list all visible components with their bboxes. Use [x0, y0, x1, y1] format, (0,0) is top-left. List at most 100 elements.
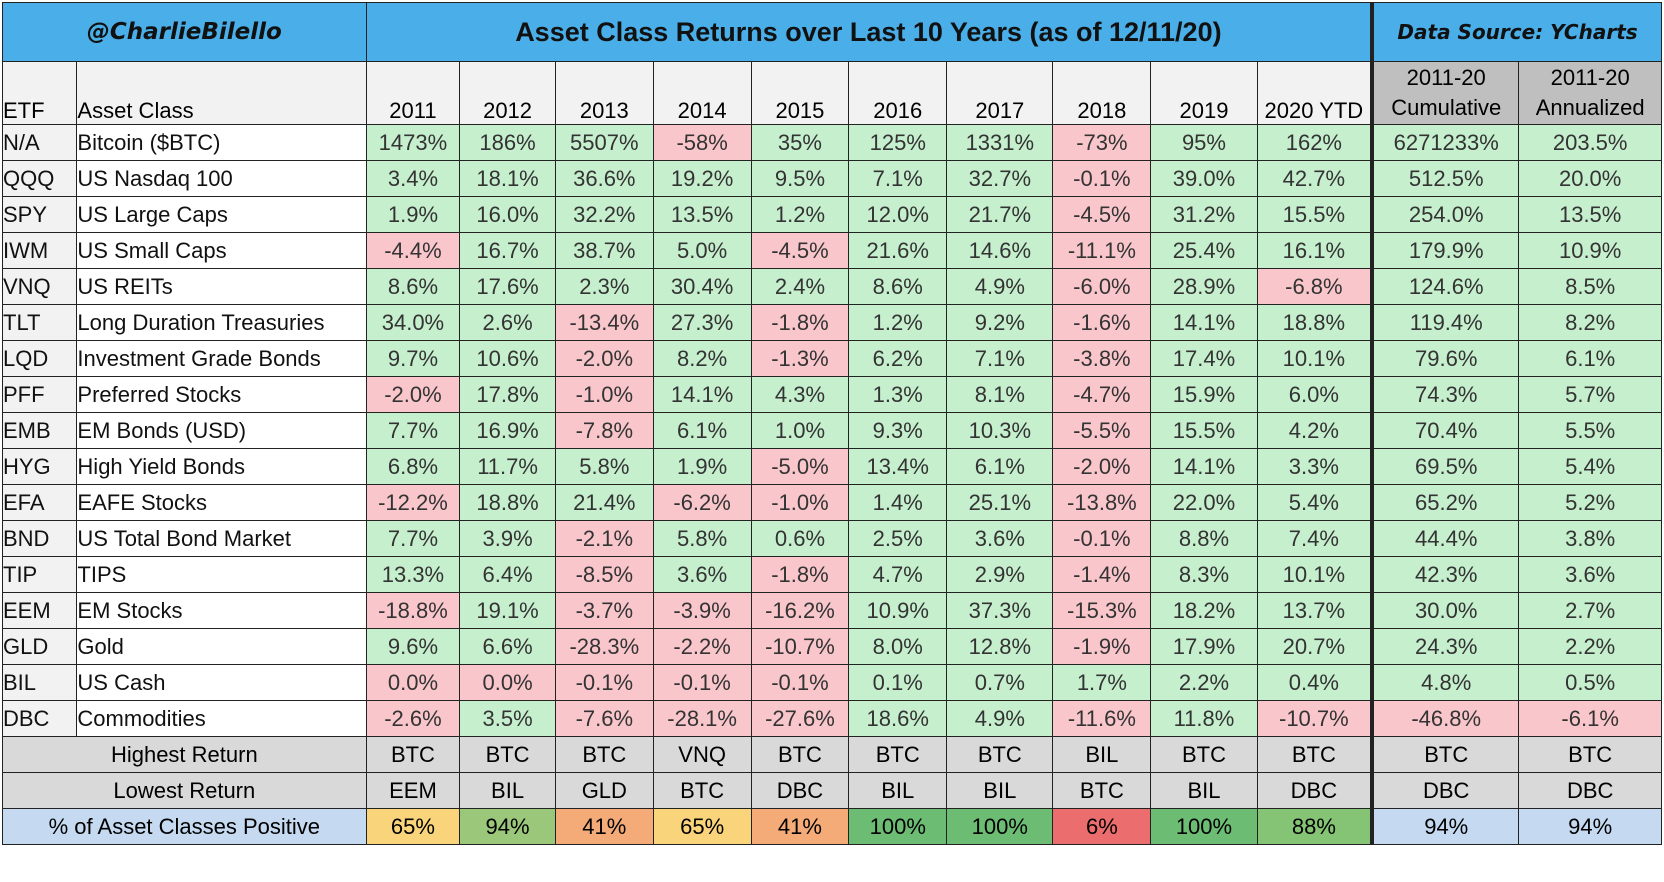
return-cell: 5507%: [554, 124, 654, 161]
return-cell: 9.5%: [750, 160, 850, 197]
positive-summary-cell: 6%: [1052, 808, 1152, 845]
annualized-cell: 0.5%: [1518, 664, 1662, 701]
return-cell: -6.2%: [652, 484, 752, 521]
annualized-cell: 10.9%: [1518, 232, 1662, 269]
return-cell: 13.4%: [848, 448, 948, 485]
table-row: TLT Long Duration Treasuries 34.0% 2.6% -13.…: [1, 304, 1662, 341]
return-cell: 18.2%: [1150, 592, 1258, 629]
asset-class-cell: Long Duration Treasuries: [76, 304, 367, 341]
return-cell: 15.9%: [1150, 376, 1258, 413]
return-cell: 16.0%: [459, 196, 556, 233]
title-row: @CharlieBilello Asset Class Returns over…: [2, 2, 1663, 62]
return-cell: -18.8%: [365, 592, 461, 629]
return-cell: 95%: [1150, 124, 1258, 161]
return-cell: -0.1%: [554, 664, 654, 701]
return-cell: -8.5%: [554, 556, 654, 593]
return-cell: 39.0%: [1150, 160, 1258, 197]
return-cell: 3.3%: [1256, 448, 1373, 485]
asset-class-cell: EM Stocks: [76, 592, 367, 629]
return-cell: 28.9%: [1150, 268, 1258, 305]
return-cell: 3.5%: [459, 700, 556, 737]
return-cell: -58%: [652, 124, 752, 161]
return-cell: -4.5%: [1052, 196, 1152, 233]
asset-class-cell: US Small Caps: [76, 232, 367, 269]
return-cell: -11.6%: [1052, 700, 1152, 737]
annualized-cell: 2.2%: [1518, 628, 1662, 665]
author-handle: @CharlieBilello: [2, 2, 367, 62]
return-cell: 16.1%: [1256, 232, 1373, 269]
return-cell: 20.7%: [1256, 628, 1373, 665]
return-cell: -12.2%: [365, 484, 461, 521]
cumulative-cell: 42.3%: [1370, 556, 1520, 593]
return-cell: 4.3%: [750, 376, 850, 413]
return-cell: 32.2%: [554, 196, 654, 233]
return-cell: 5.8%: [652, 520, 752, 557]
return-cell: -7.8%: [554, 412, 654, 449]
return-cell: 14.1%: [1150, 448, 1258, 485]
year-header: 2016: [848, 61, 948, 125]
return-cell: 1.2%: [750, 196, 850, 233]
positive-summary-cell: 100%: [1150, 808, 1258, 845]
return-cell: -0.1%: [750, 664, 850, 701]
return-cell: 14.1%: [652, 376, 752, 413]
table-row: BND US Total Bond Market 7.7% 3.9% -2.1% 5.8%…: [1, 520, 1662, 557]
positive-summary-cell: 94%: [459, 808, 556, 845]
return-cell: 10.1%: [1256, 340, 1373, 377]
cumulative-cell: 179.9%: [1370, 232, 1520, 269]
cumulative-cell: 74.3%: [1370, 376, 1520, 413]
etf-cell: QQQ: [1, 160, 78, 197]
return-cell: 3.6%: [946, 520, 1054, 557]
cumulative-cell: 69.5%: [1370, 448, 1520, 485]
return-cell: -4.4%: [365, 232, 461, 269]
return-cell: 17.9%: [1150, 628, 1258, 665]
annualized-cell: 3.8%: [1518, 520, 1662, 557]
return-cell: 14.6%: [946, 232, 1054, 269]
return-cell: 1.3%: [848, 376, 948, 413]
return-cell: 30.4%: [652, 268, 752, 305]
return-cell: -5.0%: [750, 448, 850, 485]
highest-summary-cell: BIL: [1052, 736, 1152, 773]
year-header: 2015: [750, 61, 850, 125]
year-header: 2020 YTD: [1256, 61, 1373, 125]
return-cell: 21.7%: [946, 196, 1054, 233]
return-cell: -1.9%: [1052, 628, 1152, 665]
etf-cell: EMB: [1, 412, 78, 449]
return-cell: 42.7%: [1256, 160, 1373, 197]
return-cell: 34.0%: [365, 304, 461, 341]
year-header: 2013: [554, 61, 654, 125]
return-cell: -1.4%: [1052, 556, 1152, 593]
return-cell: 16.7%: [459, 232, 556, 269]
asset-class-cell: US REITs: [76, 268, 367, 305]
return-cell: 9.6%: [365, 628, 461, 665]
cumulative-cell: 30.0%: [1370, 592, 1520, 629]
lowest-summary-cell: DBC: [1370, 772, 1520, 809]
return-cell: 2.2%: [1150, 664, 1258, 701]
return-cell: 18.8%: [1256, 304, 1373, 341]
cumulative-cell: 24.3%: [1370, 628, 1520, 665]
highest-summary-cell: BTC: [946, 736, 1054, 773]
return-cell: -2.0%: [554, 340, 654, 377]
return-cell: -1.0%: [554, 376, 654, 413]
cumulative-cell: 512.5%: [1370, 160, 1520, 197]
etf-cell: LQD: [1, 340, 78, 377]
return-cell: 4.9%: [946, 700, 1054, 737]
asset-class-column-header: Asset Class: [76, 61, 367, 125]
return-cell: 9.7%: [365, 340, 461, 377]
return-cell: 2.3%: [554, 268, 654, 305]
return-cell: 6.6%: [459, 628, 556, 665]
return-cell: -2.0%: [365, 376, 461, 413]
cumulative-header-period: 2011-20: [1406, 65, 1486, 90]
highest-summary-cell: BTC: [848, 736, 948, 773]
return-cell: 125%: [848, 124, 948, 161]
return-cell: 4.9%: [946, 268, 1054, 305]
return-cell: 6.4%: [459, 556, 556, 593]
lowest-summary-cell: DBC: [750, 772, 850, 809]
return-cell: 17.6%: [459, 268, 556, 305]
return-cell: 7.7%: [365, 520, 461, 557]
positive-summary-label: % of Asset Classes Positive: [2, 808, 367, 845]
return-cell: 8.6%: [365, 268, 461, 305]
return-cell: 0.4%: [1256, 664, 1373, 701]
annualized-header-period: 2011-20: [1550, 65, 1630, 90]
return-cell: 13.5%: [652, 196, 752, 233]
annualized-cell: 2.7%: [1518, 592, 1662, 629]
